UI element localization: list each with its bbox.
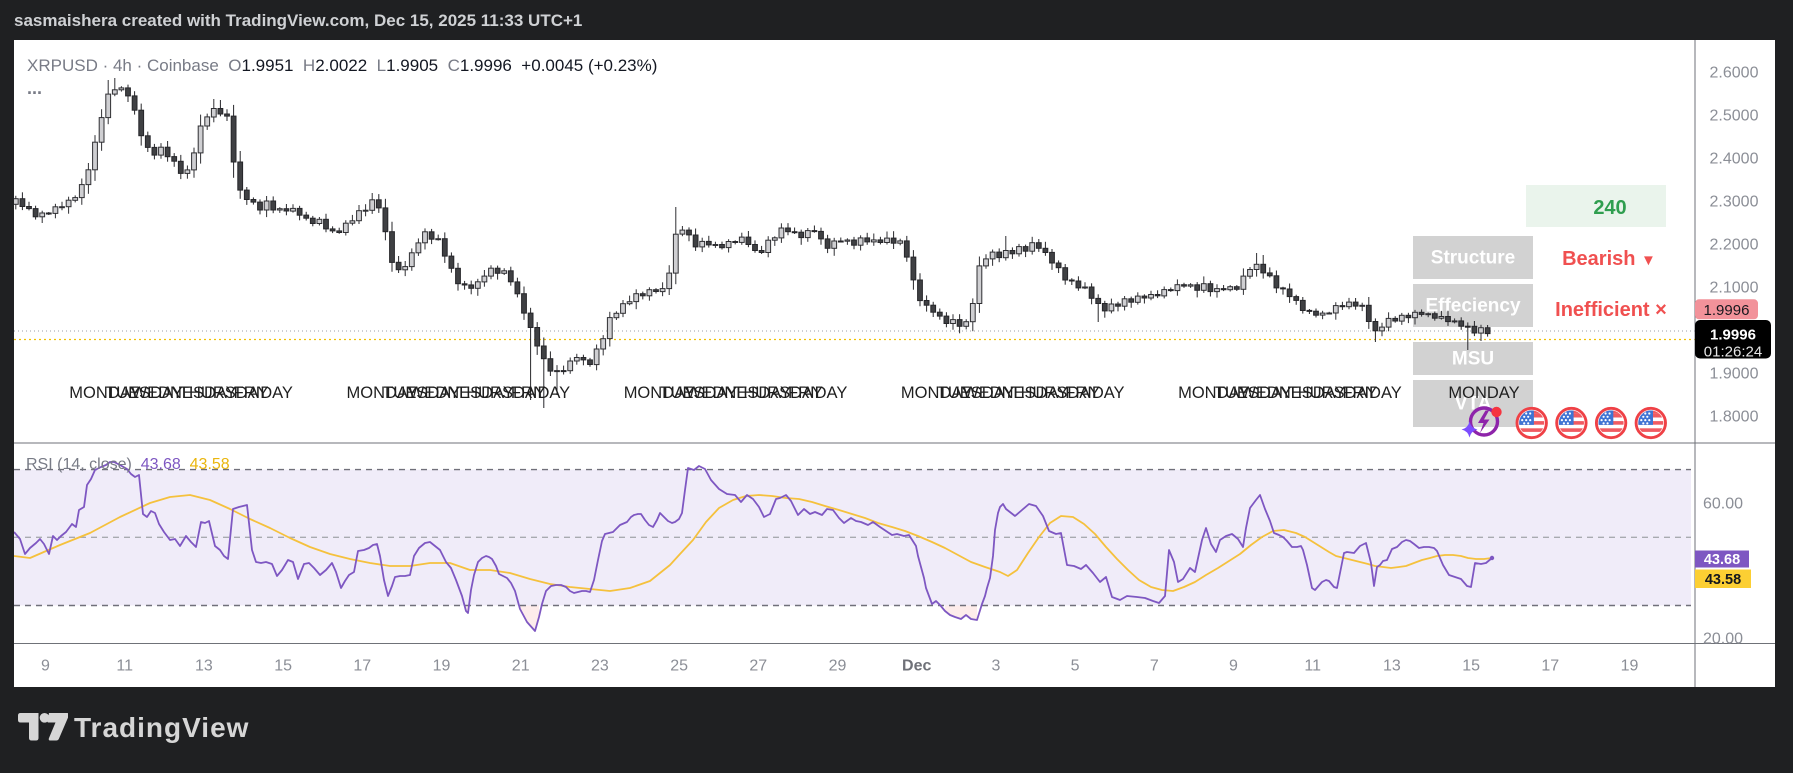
svg-text:Bearish ▼: Bearish ▼: [1562, 248, 1656, 270]
svg-text:TUESDAY: TUESDAY: [661, 384, 738, 402]
svg-text:THURSDAY: THURSDAY: [1288, 384, 1378, 402]
svg-text:Effeciency: Effeciency: [1425, 296, 1520, 317]
svg-text:23: 23: [591, 658, 609, 675]
svg-text:TUESDAY: TUESDAY: [1215, 384, 1292, 402]
svg-text:3: 3: [991, 658, 1000, 675]
svg-text:MONDAY: MONDAY: [901, 384, 972, 402]
svg-text:FRIDAY: FRIDAY: [788, 384, 847, 402]
svg-text:Inefficient ×: Inefficient ×: [1555, 299, 1667, 321]
svg-text:21: 21: [512, 658, 530, 675]
svg-text:17: 17: [1541, 658, 1559, 675]
svg-text:THURSDAY: THURSDAY: [179, 384, 269, 402]
svg-text:11: 11: [116, 658, 133, 675]
svg-text:FRIDAY: FRIDAY: [1342, 384, 1401, 402]
svg-text:TUESDAY: TUESDAY: [383, 384, 460, 402]
svg-text:WEDNESDAY: WEDNESDAY: [409, 384, 514, 402]
svg-text:60.00: 60.00: [1703, 496, 1743, 513]
svg-text:2.6000: 2.6000: [1710, 65, 1759, 82]
svg-text:FRIDAY: FRIDAY: [234, 384, 293, 402]
svg-text:19: 19: [433, 658, 451, 675]
svg-text:2.4000: 2.4000: [1710, 151, 1759, 168]
svg-text:29: 29: [829, 658, 847, 675]
svg-text:MONDAY: MONDAY: [1178, 384, 1249, 402]
svg-text:1.9996: 1.9996: [1710, 327, 1756, 344]
svg-text:FRIDAY: FRIDAY: [511, 384, 570, 402]
svg-text:2.1000: 2.1000: [1710, 280, 1759, 297]
svg-text:240: 240: [1593, 197, 1626, 219]
svg-text:MONDAY: MONDAY: [1448, 384, 1519, 402]
svg-text:TUESDAY: TUESDAY: [938, 384, 1015, 402]
svg-text:THURSDAY: THURSDAY: [733, 384, 823, 402]
svg-text:TUESDAY: TUESDAY: [106, 384, 183, 402]
svg-text:2.3000: 2.3000: [1710, 194, 1759, 211]
svg-text:19: 19: [1621, 658, 1639, 675]
svg-text:7: 7: [1150, 658, 1159, 675]
svg-text:2.5000: 2.5000: [1710, 108, 1759, 125]
svg-text:11: 11: [1304, 658, 1321, 675]
svg-text:MONDAY: MONDAY: [346, 384, 417, 402]
svg-text:1.8000: 1.8000: [1710, 409, 1759, 426]
svg-text:XRPUSD · 4h · Coinbase O1.995: XRPUSD · 4h · Coinbase O1.9951 H2.0022 L…: [27, 56, 657, 75]
svg-text:27: 27: [749, 658, 767, 675]
svg-text:2.2000: 2.2000: [1710, 237, 1759, 254]
svg-text:9: 9: [1229, 658, 1238, 675]
svg-text:43.68: 43.68: [1704, 552, 1740, 568]
svg-text:20.00: 20.00: [1703, 631, 1743, 648]
svg-text:25: 25: [670, 658, 688, 675]
svg-text:Structure: Structure: [1431, 248, 1515, 269]
svg-text:9: 9: [41, 658, 50, 675]
svg-text:THURSDAY: THURSDAY: [1011, 384, 1101, 402]
svg-text:WEDNESDAY: WEDNESDAY: [1240, 384, 1345, 402]
svg-text:FRIDAY: FRIDAY: [1065, 384, 1124, 402]
svg-text:THURSDAY: THURSDAY: [456, 384, 546, 402]
svg-text:RSI (14, close) 43.68 43.58: RSI (14, close) 43.68 43.58: [26, 456, 230, 473]
svg-text:Dec: Dec: [902, 658, 931, 675]
svg-text:MONDAY: MONDAY: [69, 384, 140, 402]
svg-text:1.9000: 1.9000: [1710, 366, 1759, 383]
svg-text:MONDAY: MONDAY: [624, 384, 695, 402]
svg-text:5: 5: [1071, 658, 1080, 675]
svg-text:13: 13: [1383, 658, 1401, 675]
svg-text:13: 13: [195, 658, 213, 675]
svg-text:15: 15: [1462, 658, 1480, 675]
svg-text:17: 17: [353, 658, 371, 675]
svg-text:1.9996: 1.9996: [1704, 302, 1750, 319]
svg-text:MSU: MSU: [1452, 349, 1494, 370]
svg-text:WEDNESDAY: WEDNESDAY: [963, 384, 1068, 402]
svg-text:WEDNESDAY: WEDNESDAY: [132, 384, 237, 402]
svg-text:WEDNESDAY: WEDNESDAY: [686, 384, 791, 402]
svg-text:01:26:24: 01:26:24: [1704, 344, 1762, 361]
svg-text:...: ...: [27, 78, 42, 98]
svg-text:15: 15: [274, 658, 292, 675]
svg-text:43.58: 43.58: [1705, 572, 1741, 588]
